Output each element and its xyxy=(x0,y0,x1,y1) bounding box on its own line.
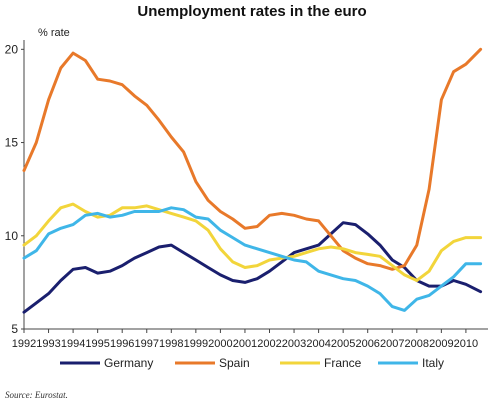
x-tick-label: 1997 xyxy=(135,338,159,350)
y-axis-label: % rate xyxy=(38,27,70,39)
x-tick-label: 1992 xyxy=(12,338,36,350)
x-tick-label: 1994 xyxy=(61,338,85,350)
series-line-spain xyxy=(22,47,483,271)
series-line-italy xyxy=(22,206,483,312)
x-tick-label: 2002 xyxy=(257,338,281,350)
y-tick-label: 15 xyxy=(5,136,19,150)
x-tick-label: 2005 xyxy=(331,338,355,350)
legend-label-france: France xyxy=(324,356,362,370)
x-tick-label: 2006 xyxy=(355,338,379,350)
x-tick-label: 2009 xyxy=(429,338,453,350)
series-line-france xyxy=(22,202,483,282)
x-tick-label: 1998 xyxy=(159,338,183,350)
x-tick-label: 2008 xyxy=(405,338,429,350)
plot-area: 5 10 15 20 1992 1993 1994 1995 1996 1997 1998 1999… xyxy=(5,40,488,350)
chart-title: Unemployment rates in the euro xyxy=(137,3,366,20)
x-tick-label: 1996 xyxy=(110,338,134,350)
x-tick-label: 1993 xyxy=(36,338,60,350)
legend-label-germany: Germany xyxy=(104,356,153,370)
x-tick-label: 2000 xyxy=(208,338,232,350)
y-tick-label: 5 xyxy=(11,322,18,336)
x-tick-label: 2004 xyxy=(306,338,330,350)
x-tick-label: 2003 xyxy=(282,338,306,350)
x-tick-label: 1999 xyxy=(184,338,208,350)
x-tick-label: 2010 xyxy=(454,338,478,350)
y-tick-label: 10 xyxy=(5,229,19,243)
legend: Germany Spain France Italy xyxy=(60,356,444,370)
legend-label-italy: Italy xyxy=(422,356,444,370)
y-tick-label: 20 xyxy=(5,42,19,56)
source-note: Source: Eurostat. xyxy=(5,390,68,400)
x-tick-label: 1995 xyxy=(85,338,109,350)
x-tick-labels: 1992 1993 1994 1995 1996 1997 1998 1999 2000 2001… xyxy=(12,329,478,350)
x-tick-label: 2007 xyxy=(380,338,404,350)
y-tick-labels: 5 10 15 20 xyxy=(5,42,24,336)
series-lines xyxy=(22,47,483,314)
legend-label-spain: Spain xyxy=(219,356,250,370)
x-tick-label: 2001 xyxy=(233,338,257,350)
